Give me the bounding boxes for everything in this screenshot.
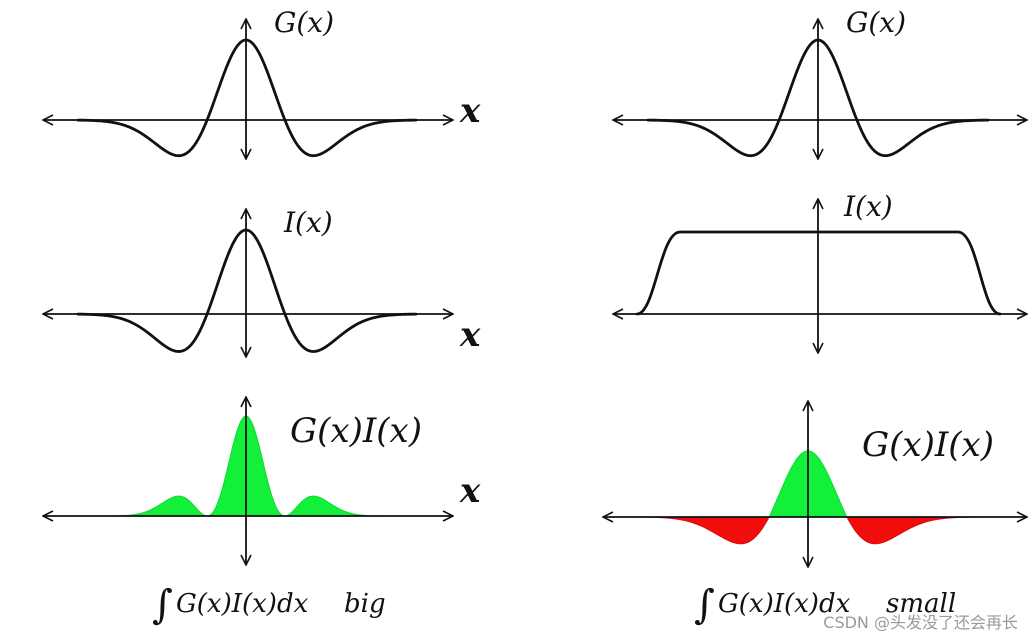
right-product-negative-area-right xyxy=(846,516,979,545)
left-i-plot: I(x) x xyxy=(44,206,481,356)
right-product-plot: G(x)I(x) xyxy=(604,402,1026,566)
right-integral: ∫ G(x)I(x)dx small xyxy=(694,582,956,628)
right-integral-result: small xyxy=(886,589,956,619)
left-g-curve xyxy=(76,38,418,158)
right-integral-expression: G(x)I(x)dx xyxy=(718,589,851,619)
left-product-plot: G(x)I(x) x xyxy=(44,398,481,564)
left-integral-sign: ∫ xyxy=(152,582,173,628)
right-integral-sign: ∫ xyxy=(694,582,715,628)
watermark: CSDN @头发没了还会再长 xyxy=(823,613,1018,632)
left-i-x-label: x xyxy=(459,315,481,355)
right-product-label: G(x)I(x) xyxy=(862,425,994,465)
left-g-plot: G(x) x xyxy=(44,6,481,158)
right-i-plot: I(x) xyxy=(614,190,1026,352)
right-product-negative-area-left xyxy=(639,516,770,545)
right-g-label: G(x) xyxy=(846,6,906,39)
left-product-x-label: x xyxy=(459,471,481,511)
right-i-curve xyxy=(635,230,1002,316)
left-i-label: I(x) xyxy=(283,206,333,239)
left-integral: ∫ G(x)I(x)dx big xyxy=(152,582,386,628)
left-integral-result: big xyxy=(344,589,386,619)
left-product-positive-area xyxy=(78,415,416,517)
right-g-curve xyxy=(646,38,990,158)
left-product-label: G(x)I(x) xyxy=(290,411,422,451)
left-integral-expression: G(x)I(x)dx xyxy=(176,589,309,619)
right-g-plot: G(x) xyxy=(614,6,1026,158)
right-i-label: I(x) xyxy=(843,190,893,223)
left-g-label: G(x) xyxy=(274,6,334,39)
left-g-x-label: x xyxy=(459,91,481,131)
left-i-curve xyxy=(76,228,418,353)
